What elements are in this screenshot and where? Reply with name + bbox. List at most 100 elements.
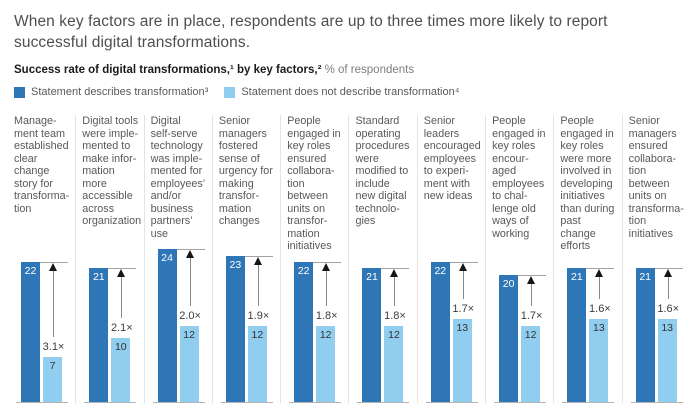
- bar-value-describes: 22: [434, 265, 447, 277]
- multiplier-arrowhead-icon: [322, 263, 331, 271]
- multiplier-arrowhead-icon: [527, 276, 536, 284]
- factor-column-9: People engaged in key roles were more in…: [553, 115, 621, 403]
- multiplier-arrow-line: [531, 283, 533, 306]
- bar-value-describes: 23: [229, 259, 242, 271]
- bar-value-describes: 22: [297, 265, 310, 277]
- bar-value-does-not-describe: 12: [388, 329, 400, 341]
- legend: Statement describes transformation³ Stat…: [14, 86, 690, 98]
- factor-column-7: Senior leaders encouraged employees to e…: [416, 115, 485, 403]
- bar-describes-transformation: 20: [499, 275, 519, 402]
- bar-does-not-describe-transformation: 10: [111, 338, 131, 402]
- bar-value-does-not-describe: 12: [524, 329, 537, 341]
- multiplier-arrow-line: [667, 276, 669, 299]
- bar-describes-transformation: 24: [157, 249, 177, 402]
- exhibit-title: When key factors are in place, responden…: [14, 13, 608, 51]
- multiplier-label: 1.7×: [452, 303, 475, 315]
- legend-swatch-light-blue-icon: [224, 86, 236, 98]
- multiplier-arrow-line: [257, 264, 259, 306]
- factor-label: Digital self-serve technology was imple-…: [150, 115, 206, 240]
- legend-swatch-dark-blue-icon: [14, 86, 25, 98]
- bar-describes-transformation: 22: [430, 262, 450, 402]
- bar-does-not-describe-transformation: 12: [179, 326, 199, 402]
- multiplier-label: 1.7×: [520, 310, 543, 322]
- factor-column-8: People engaged in key roles encour- aged…: [485, 115, 553, 403]
- factor-column-1: Manage- ment team established clear chan…: [14, 115, 75, 403]
- bar-value-describes: 21: [571, 271, 583, 283]
- bar-does-not-describe-transformation: 12: [247, 326, 267, 402]
- multiplier-cap-line: [518, 275, 547, 276]
- factor-label: People engaged in key roles were more in…: [560, 115, 615, 252]
- multiplier-arrow-line: [599, 276, 601, 299]
- multiplier-label: 1.8×: [384, 310, 406, 322]
- multiplier-label: 2.0×: [179, 310, 201, 322]
- chart-subtitle-main: Success rate of digital transformations,…: [14, 64, 322, 76]
- bar-describes-transformation: 21: [89, 268, 109, 402]
- multiplier-cap-line: [381, 268, 410, 269]
- bar-does-not-describe-transformation: 12: [521, 326, 541, 402]
- multiplier-arrowhead-icon: [185, 250, 194, 258]
- bar-group: 2.0× 24 12: [152, 240, 205, 403]
- chart-subtitle: Success rate of digital transformations,…: [14, 64, 690, 77]
- factor-column-6: Standard operating procedures were modif…: [348, 115, 416, 403]
- bar-group: 2.1× 21 10: [84, 240, 137, 403]
- multiplier-label: 3.1×: [42, 341, 65, 353]
- factor-label: People engaged in key roles encour- aged…: [492, 115, 546, 240]
- chart-columns: Manage- ment team established clear chan…: [14, 115, 690, 403]
- legend-label-does-not-describe: Statement does not describe transformati…: [241, 86, 460, 98]
- bar-does-not-describe-transformation: 13: [589, 319, 609, 402]
- multiplier-arrow-line: [326, 270, 328, 306]
- bar-describes-transformation: 21: [362, 268, 382, 402]
- multiplier-arrowhead-icon: [595, 269, 604, 277]
- bar-value-describes: 24: [161, 252, 173, 264]
- bar-value-describes: 21: [639, 271, 652, 283]
- multiplier-cap-line: [313, 262, 342, 263]
- bar-group: 1.8× 21 12: [357, 240, 410, 403]
- multiplier-cap-line: [586, 268, 615, 269]
- bar-value-does-not-describe: 10: [114, 341, 127, 353]
- bar-group: 1.6× 21 13: [562, 240, 615, 403]
- multiplier-cap-line: [654, 268, 683, 269]
- factor-label: Digital tools were imple- mented to make…: [82, 115, 142, 227]
- multiplier-cap-line: [40, 262, 68, 263]
- bar-group: 1.7× 20 12: [494, 240, 547, 403]
- bar-describes-transformation: 22: [21, 262, 40, 402]
- bar-describes-transformation: 21: [635, 268, 655, 402]
- bar-group: 3.1× 22 7: [16, 240, 68, 403]
- multiplier-arrowhead-icon: [49, 263, 57, 271]
- factor-label: Senior managers ensured collabora- tion …: [628, 115, 684, 240]
- multiplier-arrowhead-icon: [458, 263, 467, 271]
- multiplier-cap-line: [449, 262, 478, 263]
- factor-label: People engaged in key roles ensured coll…: [287, 115, 341, 252]
- factor-label: Senior managers fostered sense of urgenc…: [218, 115, 273, 227]
- multiplier-label: 1.6×: [657, 303, 680, 315]
- multiplier-arrow-line: [121, 276, 123, 318]
- bar-does-not-describe-transformation: 12: [316, 326, 336, 402]
- multiplier-arrow-line: [189, 257, 191, 306]
- multiplier-arrowhead-icon: [253, 257, 262, 265]
- legend-item-does-not-describe: Statement does not describe transformati…: [224, 86, 459, 98]
- bar-value-does-not-describe: 13: [456, 322, 469, 334]
- factor-column-10: Senior managers ensured collabora- tion …: [621, 115, 690, 403]
- bar-value-does-not-describe: 13: [593, 322, 605, 334]
- bar-describes-transformation: 23: [225, 256, 245, 402]
- multiplier-label: 2.1×: [110, 322, 133, 334]
- factor-label: Standard operating procedures were modif…: [355, 115, 410, 227]
- multiplier-arrowhead-icon: [663, 269, 672, 277]
- multiplier-cap-line: [176, 249, 205, 250]
- bar-group: 1.7× 22 13: [425, 240, 478, 403]
- bar-value-does-not-describe: 12: [319, 329, 332, 341]
- bar-value-describes: 22: [24, 265, 37, 277]
- bar-describes-transformation: 21: [567, 268, 587, 402]
- bar-group: 1.6× 21 13: [630, 240, 683, 403]
- bar-value-describes: 21: [366, 271, 378, 283]
- bar-value-does-not-describe: 12: [251, 329, 264, 341]
- multiplier-cap-line: [108, 268, 137, 269]
- bar-value-describes: 20: [502, 278, 515, 290]
- multiplier-arrow-line: [394, 276, 396, 306]
- multiplier-label: 1.8×: [315, 310, 338, 322]
- bar-value-does-not-describe: 12: [183, 329, 195, 341]
- multiplier-arrow-line: [53, 270, 54, 337]
- bar-does-not-describe-transformation: 7: [43, 357, 62, 402]
- factor-column-5: People engaged in key roles ensured coll…: [280, 115, 348, 403]
- legend-label-describes: Statement describes transformation³: [31, 86, 209, 98]
